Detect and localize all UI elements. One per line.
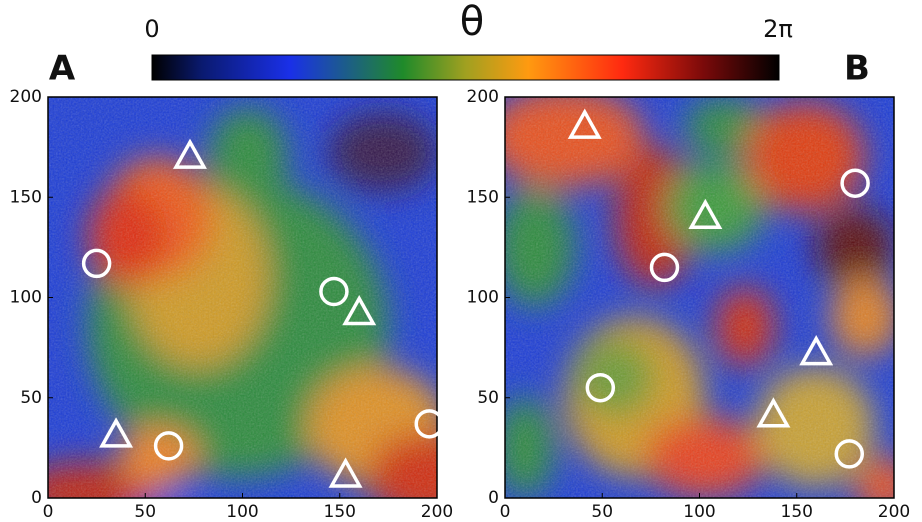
x-tick-label: 100 xyxy=(226,502,258,522)
triangle-marker xyxy=(688,198,723,230)
panel-label: B xyxy=(844,49,870,89)
triangle-marker xyxy=(172,138,207,169)
x-tick-label: 100 xyxy=(683,502,715,522)
triangle-marker xyxy=(567,108,602,139)
x-tick-label: 50 xyxy=(134,502,156,522)
x-tick-label: 0 xyxy=(500,502,511,522)
circle-marker xyxy=(153,431,184,461)
phase-field xyxy=(48,97,437,498)
x-tick-label: 0 xyxy=(43,502,54,522)
circle-marker xyxy=(649,252,680,283)
circle-marker xyxy=(319,276,349,307)
triangle-marker xyxy=(342,294,377,326)
colorbar-title: θ xyxy=(460,0,484,45)
y-tick-label: 150 xyxy=(10,187,42,207)
triangle-marker xyxy=(756,397,791,428)
panel-b: 0 50 100 150 200 0 50 100 150 200 xyxy=(467,87,911,522)
circle-marker xyxy=(81,248,112,279)
circle-marker xyxy=(585,372,616,403)
circle-marker xyxy=(834,439,865,469)
y-tick-label: 150 xyxy=(467,187,499,207)
colorbar-max-label: 2π xyxy=(763,15,793,43)
phase-field xyxy=(505,97,894,498)
triangle-marker xyxy=(799,335,834,366)
colorbar-min-label: 0 xyxy=(144,15,159,43)
y-tick-label: 200 xyxy=(10,87,42,107)
x-tick-label: 50 xyxy=(591,502,613,522)
colorbar xyxy=(151,54,780,81)
y-tick-label: 50 xyxy=(477,388,499,408)
x-tick-label: 200 xyxy=(421,502,453,522)
y-tick-label: 0 xyxy=(488,488,499,508)
circle-marker xyxy=(840,168,870,198)
y-tick-label: 100 xyxy=(467,288,499,308)
circle-marker xyxy=(414,409,444,439)
x-tick-label: 200 xyxy=(878,502,910,522)
x-tick-label: 150 xyxy=(781,502,813,522)
triangle-marker xyxy=(99,417,134,448)
y-tick-label: 50 xyxy=(20,388,42,408)
y-tick-label: 0 xyxy=(31,488,42,508)
y-tick-label: 100 xyxy=(10,288,42,308)
x-tick-label: 150 xyxy=(324,502,356,522)
panel-label: A xyxy=(49,49,76,89)
panel-a: 0 50 100 150 200 0 50 100 150 200 xyxy=(10,87,454,522)
y-tick-label: 200 xyxy=(467,87,499,107)
triangle-marker xyxy=(328,457,363,488)
